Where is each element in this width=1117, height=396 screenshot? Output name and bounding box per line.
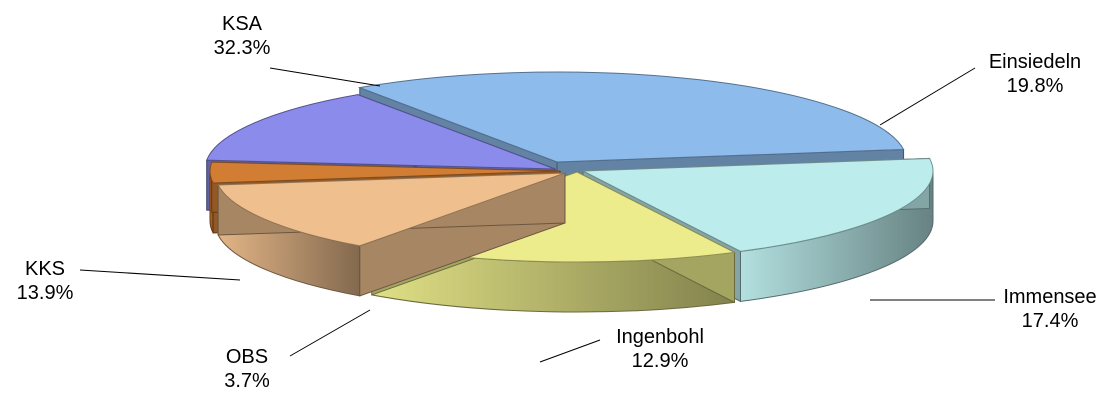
slice-value-label: 19.8% <box>1007 75 1064 97</box>
slice-name-label: Ingenbohl <box>616 326 704 348</box>
slice-value-label: 17.4% <box>1022 310 1079 332</box>
leader-line-ingenbohl <box>539 339 601 363</box>
slice-value-label: 13.9% <box>17 282 74 304</box>
slice-value-label: 12.9% <box>632 350 689 372</box>
slice-name-label: KKS <box>25 258 65 280</box>
slice-top-ingenbohl <box>217 172 566 247</box>
slices-layer <box>205 71 934 313</box>
slice-name-label: OBS <box>226 346 268 368</box>
leader-line-ksa <box>269 67 381 87</box>
slice-top-einsiedeln <box>581 157 934 252</box>
leader-line-kks <box>79 269 241 281</box>
slice-name-label: Einsiedeln <box>989 51 1081 73</box>
slice-ingenbohl <box>217 172 566 297</box>
slice-name-label: Immensee <box>1003 286 1096 308</box>
leader-line-obs <box>289 309 371 357</box>
slice-name-label: KSA <box>222 13 263 35</box>
slice-top-ksa <box>357 71 905 163</box>
slice-top-kks <box>205 94 556 170</box>
slice-value-label: 3.7% <box>224 370 270 392</box>
slice-value-label: 32.3% <box>214 37 271 59</box>
slice-top-obs <box>209 161 561 184</box>
leader-line-einsiedeln <box>879 67 976 126</box>
